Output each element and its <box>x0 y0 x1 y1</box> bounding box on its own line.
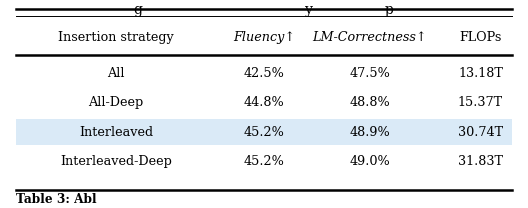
Text: Insertion strategy: Insertion strategy <box>58 31 174 44</box>
Text: LM-Correctness↑: LM-Correctness↑ <box>313 31 427 44</box>
Text: 48.8%: 48.8% <box>349 97 390 109</box>
Text: 47.5%: 47.5% <box>349 67 390 80</box>
Text: 15.37T: 15.37T <box>458 97 503 109</box>
Text: Interleaved: Interleaved <box>79 126 153 139</box>
Text: FLOPs: FLOPs <box>459 31 502 44</box>
Text: 45.2%: 45.2% <box>243 126 285 139</box>
Text: 45.2%: 45.2% <box>243 155 285 168</box>
Text: g                                    y                p: g y p <box>134 3 394 17</box>
Text: 30.74T: 30.74T <box>458 126 503 139</box>
Text: Interleaved-Deep: Interleaved-Deep <box>60 155 172 168</box>
Text: All-Deep: All-Deep <box>89 97 144 109</box>
Text: 44.8%: 44.8% <box>243 97 285 109</box>
Text: All: All <box>107 67 125 80</box>
Text: 49.0%: 49.0% <box>349 155 390 168</box>
FancyBboxPatch shape <box>16 119 512 145</box>
Text: 13.18T: 13.18T <box>458 67 503 80</box>
Text: 42.5%: 42.5% <box>243 67 285 80</box>
Text: 48.9%: 48.9% <box>349 126 390 139</box>
Text: 31.83T: 31.83T <box>458 155 503 168</box>
Text: Table 3: Abl: Table 3: Abl <box>16 193 97 206</box>
Text: Fluency↑: Fluency↑ <box>233 31 295 44</box>
